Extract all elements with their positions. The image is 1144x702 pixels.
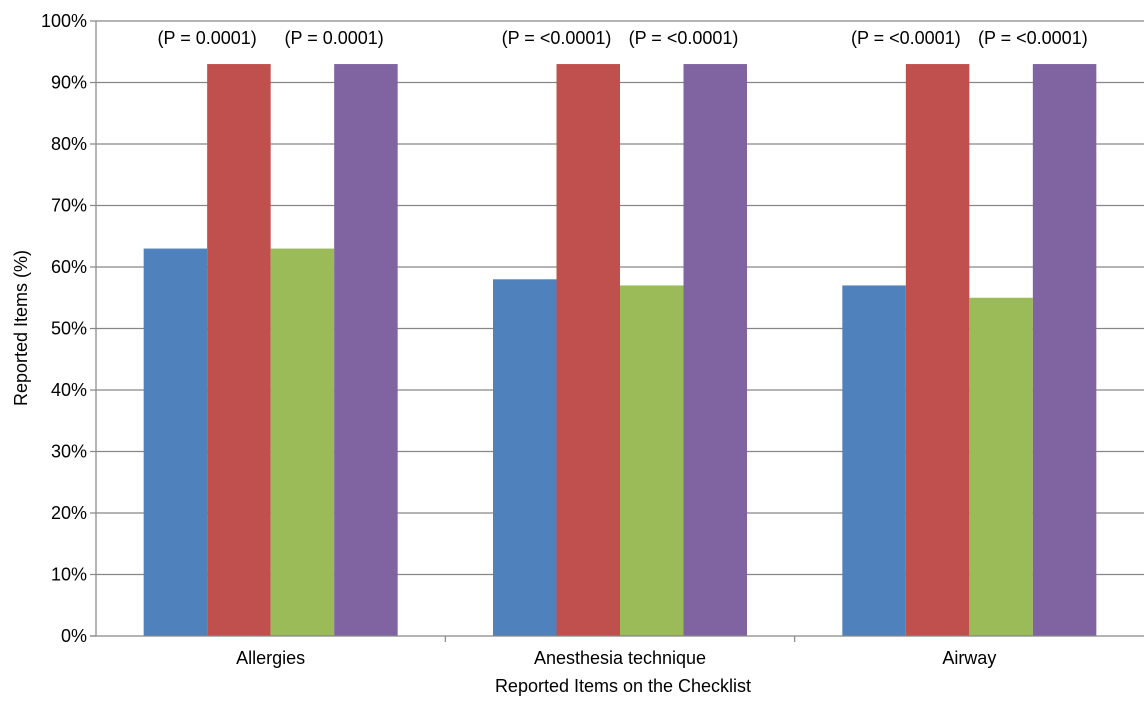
x-axis-title: Reported Items on the Checklist [495, 676, 751, 696]
y-tick-label: 80% [51, 134, 87, 154]
bar [334, 64, 398, 637]
y-tick-label: 0% [61, 626, 87, 646]
bar [969, 297, 1033, 636]
bar [1032, 64, 1097, 637]
x-tick-label: Allergies [236, 648, 305, 668]
bar [905, 64, 970, 637]
bars [143, 64, 1097, 637]
y-axis-title: Reported Items (%) [11, 250, 31, 406]
y-tick-label: 100% [41, 11, 87, 31]
bar [270, 248, 335, 637]
axes [90, 20, 1144, 642]
bar [842, 285, 906, 636]
y-tick-label: 90% [51, 73, 87, 93]
y-tick-label: 20% [51, 503, 87, 523]
bar [556, 64, 620, 637]
bar [207, 64, 271, 637]
bar [683, 64, 747, 637]
p-value-annotation: (P = 0.0001) [158, 28, 257, 48]
x-tick-label: Airway [942, 648, 996, 668]
p-value-annotation: (P = <0.0001) [629, 28, 739, 48]
y-tick-label: 10% [51, 565, 87, 585]
y-tick-label: 30% [51, 442, 87, 462]
p-value-annotation: (P = <0.0001) [502, 28, 612, 48]
x-tick-label: Anesthesia technique [534, 648, 706, 668]
y-tick-label: 50% [51, 319, 87, 339]
p-value-annotation: (P = <0.0001) [851, 28, 961, 48]
labels: 0% 10% 20% 30% 40% 50% 60% 70% 80% 90% 100% Allergi… [41, 11, 1088, 668]
y-tick-label: 40% [51, 380, 87, 400]
y-tick-label: 60% [51, 257, 87, 277]
bar [143, 248, 208, 637]
bar [493, 279, 557, 636]
p-value-annotation: (P = <0.0001) [978, 28, 1088, 48]
p-value-annotation: (P = 0.0001) [285, 28, 384, 48]
y-tick-label: 70% [51, 196, 87, 216]
bar [620, 285, 684, 636]
